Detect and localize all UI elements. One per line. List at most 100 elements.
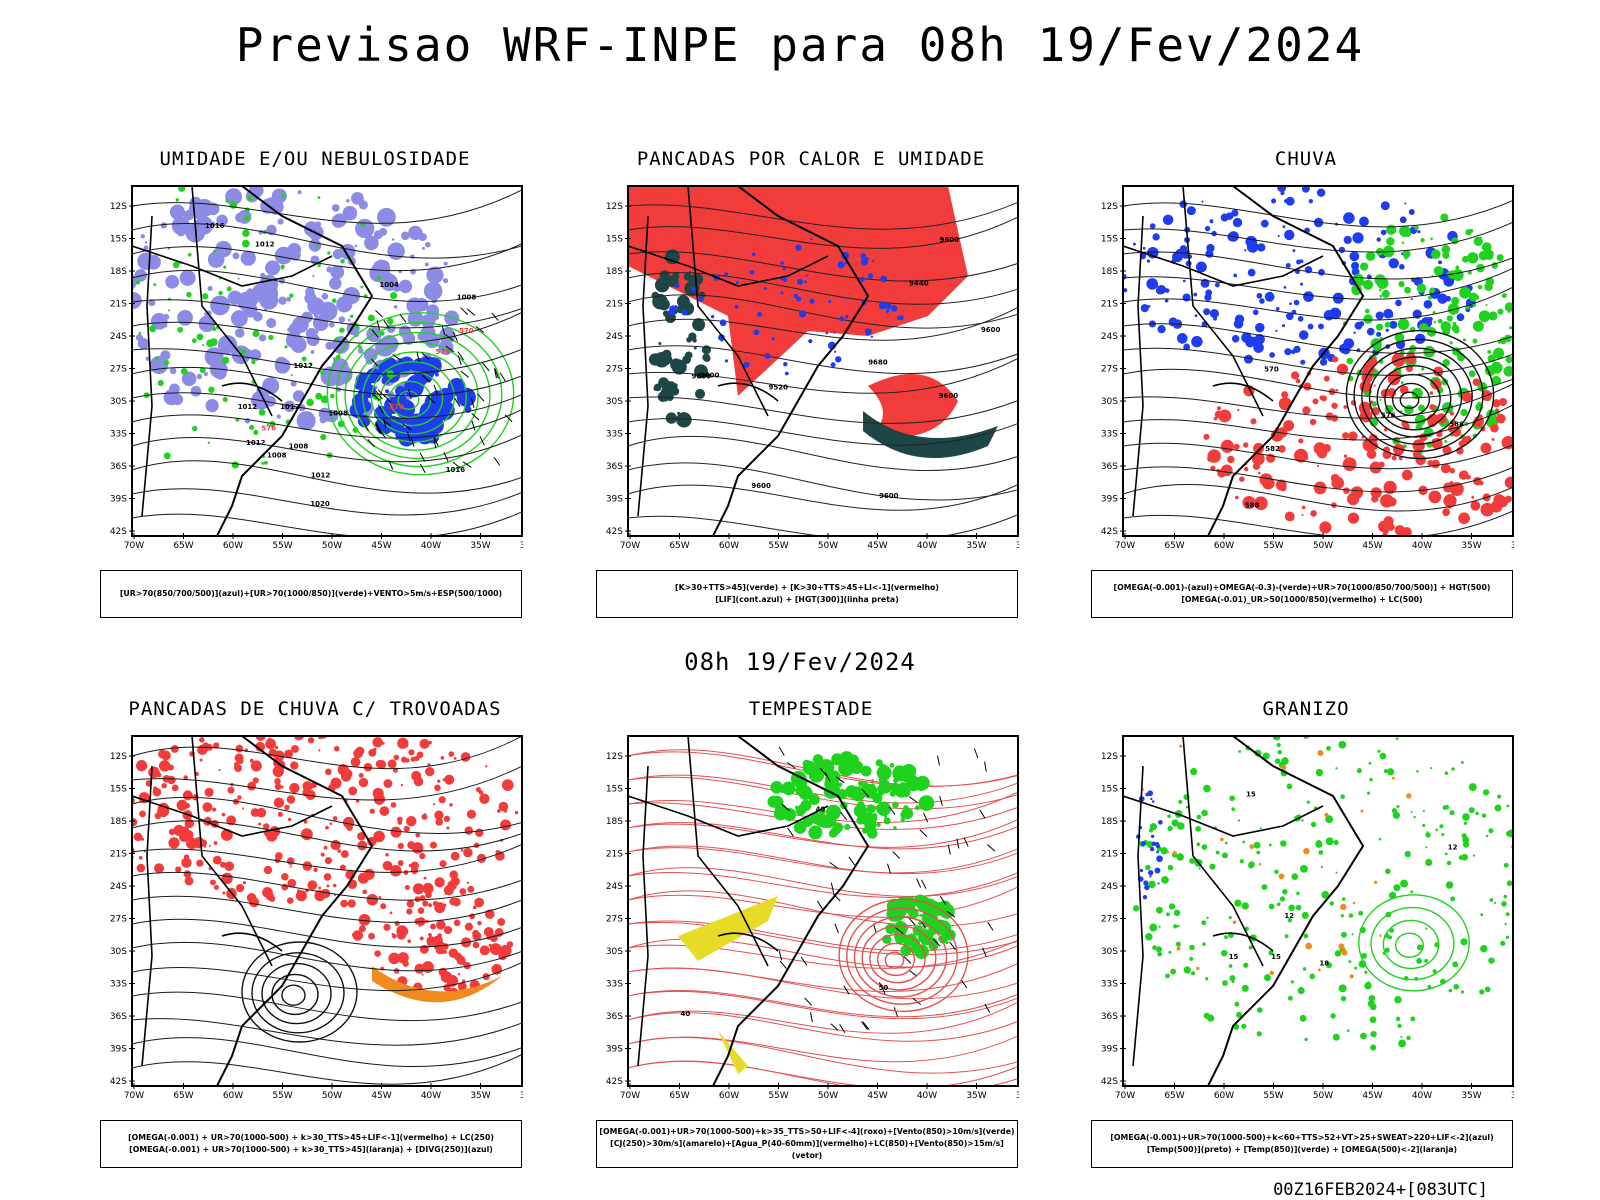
streamline: [1123, 483, 1513, 512]
rain-red-area: [1449, 467, 1456, 474]
lon-label: 55W: [272, 541, 292, 551]
rain-red-area: [1458, 470, 1468, 480]
omega-blue-area: [1231, 334, 1240, 343]
thunderstorm-red-area: [297, 889, 301, 893]
temperature-850-contour: [1358, 910, 1364, 916]
temperature-850-contour: [1368, 995, 1376, 1002]
hail-blue-area: [1156, 855, 1163, 863]
omega-blue-area: [1275, 329, 1278, 333]
thunderstorm-red-area: [411, 770, 422, 782]
omega-orange-area: [1317, 968, 1321, 972]
thunderstorm-red-area: [473, 842, 480, 849]
omega-blue-area: [1259, 298, 1265, 304]
wind-green-area: [895, 765, 900, 769]
thunderstorm-red-area: [408, 749, 415, 756]
wind-vector: [987, 844, 996, 852]
temperature-850-contour: [1479, 989, 1485, 995]
thunderstorm-red-area: [238, 758, 244, 764]
hail-blue-area: [1157, 882, 1160, 885]
lif-contour-fragment: [890, 305, 898, 312]
humidity-high-area: [258, 334, 267, 342]
temperature-850-contour: [1189, 944, 1195, 951]
omega-green-area: [1462, 338, 1467, 342]
humidity-core-area: [381, 376, 390, 385]
humidity-high-area: [207, 285, 213, 291]
omega-green-area: [1433, 266, 1444, 276]
lat-label: 36S: [1101, 1012, 1118, 1022]
temperature-850-contour: [1315, 768, 1324, 777]
temperature-850-contour: [1451, 767, 1455, 771]
wind-green-area: [910, 937, 921, 948]
green-contour-fragment: [222, 396, 228, 403]
humidity-high-area: [277, 218, 284, 225]
humidity-high-area: [183, 209, 195, 221]
thunderstorm-red-area: [396, 816, 403, 823]
mid-title: 08h 19/Fev/2024: [684, 648, 916, 676]
wind-green-area: [871, 812, 878, 820]
thunderstorm-red-area: [368, 748, 377, 757]
lat-label: 18S: [606, 267, 623, 277]
hail-blue-area: [1150, 834, 1155, 839]
temperature-850-contour: [1165, 912, 1170, 917]
thunderstorm-red-area: [208, 844, 211, 847]
green-contour-fragment: [379, 331, 385, 336]
thunderstorm-red-area: [407, 939, 411, 944]
humidity-core-area: [362, 392, 369, 399]
temperature-850-contour: [1248, 945, 1253, 950]
omega-blue-area: [1282, 225, 1286, 229]
omega-blue-area: [1247, 268, 1256, 277]
humidity-high-area: [260, 272, 266, 278]
temperature-850-contour: [1168, 903, 1176, 910]
wind-green-area: [900, 817, 905, 822]
humidity-high-area: [144, 241, 148, 244]
rain-red-area: [1343, 487, 1350, 494]
rain-red-area: [1293, 448, 1308, 463]
thunderstorm-red-area: [414, 896, 421, 903]
lat-label: 39S: [606, 1045, 623, 1055]
temperature-850-contour: [1261, 884, 1268, 891]
contour-label: 1016: [205, 222, 225, 230]
temperature-850-contour: [1228, 915, 1232, 920]
wind-green-area: [819, 769, 825, 775]
thunderstorm-red-area: [133, 832, 143, 842]
omega-blue-area: [1456, 313, 1465, 322]
temperature-850-contour: [1301, 911, 1309, 919]
thunderstorm-red-area: [249, 897, 260, 908]
thunderstorm-red-area: [413, 886, 418, 891]
wind-vector: [839, 1023, 846, 1034]
omega-blue-area: [1253, 342, 1264, 353]
omega-green-area: [1400, 381, 1404, 385]
thunderstorm-red-area: [290, 744, 299, 753]
thunderstorm-red-area: [262, 887, 273, 898]
contour-label: 40: [816, 806, 826, 814]
thunderstorm-red-area: [170, 745, 179, 753]
temperature-850-contour: [1370, 906, 1455, 981]
contour-label: 12: [1448, 844, 1458, 852]
map-layer: [132, 186, 522, 536]
hail-blue-area: [1139, 868, 1144, 873]
thunderstorm-red-area: [467, 885, 475, 893]
lon-label: 65W: [173, 541, 193, 551]
convection-teal-area: [677, 411, 681, 416]
temperature-850-contour: [1378, 837, 1382, 841]
thunderstorm-red-area: [256, 807, 267, 818]
omega-blue-area: [1353, 331, 1356, 334]
lon-label: 70W: [1115, 1091, 1135, 1101]
humidity-high-area: [443, 261, 448, 266]
thunderstorm-red-area: [435, 818, 444, 826]
lat-label: 18S: [110, 267, 127, 277]
wind-green-area: [876, 822, 881, 827]
map-layer: [628, 186, 1018, 536]
thunderstorm-red-area: [247, 781, 257, 791]
convection-teal-area: [670, 358, 683, 371]
lif-contour-fragment: [735, 281, 740, 285]
contour-label: 1012: [246, 439, 266, 447]
temperature-850-contour: [1460, 990, 1465, 994]
green-contour-fragment: [247, 195, 253, 201]
contour-label: 1012: [293, 362, 313, 370]
omega-blue-area: [1155, 284, 1159, 288]
temperature-850-contour: [1198, 867, 1201, 870]
streamline: [281, 984, 306, 1006]
green-contour-fragment: [226, 286, 232, 292]
green-contour-fragment: [367, 314, 375, 322]
